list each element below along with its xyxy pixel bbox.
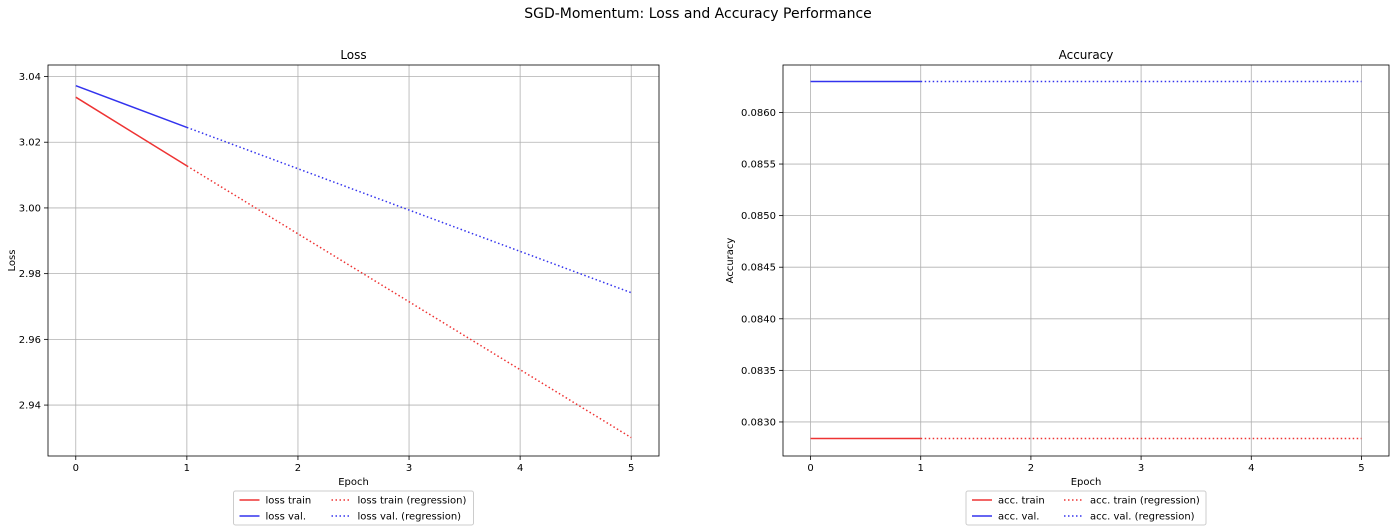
y-tick-label: 3.00: [19, 203, 41, 214]
legend: loss train loss val. loss train (regressio…: [233, 490, 474, 526]
legend-label: acc. val.: [998, 512, 1039, 523]
legend-label: loss train: [266, 496, 312, 507]
axes-frame: [782, 64, 1390, 457]
x-tick-label: 4: [517, 463, 523, 474]
axes-frame: [47, 64, 660, 457]
legend-box: [233, 490, 474, 526]
legend-label: acc. val. (regression): [1090, 512, 1195, 523]
y-axis-label: Accuracy: [725, 238, 736, 284]
x-tick-label: 2: [295, 463, 301, 474]
x-tick-label: 4: [1248, 463, 1254, 474]
y-tick-label: 2.98: [19, 269, 41, 280]
y-tick-label: 0.0860: [741, 108, 776, 119]
y-axis-label: Loss: [7, 250, 18, 272]
x-tick-label: 5: [628, 463, 634, 474]
y-tick-label: 0.0850: [741, 211, 776, 222]
y-tick-label: 0.0840: [741, 314, 776, 325]
x-tick-label: 0: [807, 463, 813, 474]
legend-label: loss val. (regression): [358, 512, 462, 523]
series-line-loss-val: [75, 84, 188, 129]
x-axis-label: Epoch: [338, 477, 369, 488]
x-tick-label: 5: [1358, 463, 1364, 474]
y-tick-label: 3.02: [19, 138, 41, 149]
series-line-loss-train-regression: [186, 165, 632, 439]
y-tick-label: 0.0830: [741, 417, 776, 428]
y-tick-label: 0.0855: [741, 160, 776, 171]
x-tick-label: 3: [1138, 463, 1144, 474]
legend-label: loss train (regression): [358, 496, 467, 507]
x-tick-label: 3: [406, 463, 412, 474]
legend-label: acc. train (regression): [1090, 496, 1200, 507]
y-tick-label: 2.96: [19, 335, 41, 346]
loss-chart: Loss 0 1 2 3 4 5 2.94 2.96 2.98 3.00 3.02 3.04 Epoch L…: [7, 48, 660, 526]
accuracy-chart: Accuracy 0 1 2 3 4 5 0.0830 0.0835 0.0840 0.0845 0.…: [725, 48, 1390, 526]
y-tick-label: 2.94: [19, 401, 41, 412]
x-tick-label: 2: [1028, 463, 1034, 474]
y-tick-label: 0.0835: [741, 366, 776, 377]
legend-label: loss val.: [266, 512, 307, 523]
series-line-loss-val-regression: [186, 126, 632, 294]
x-tick-label: 1: [184, 463, 190, 474]
legend-box: [965, 490, 1207, 526]
x-tick-label: 0: [73, 463, 79, 474]
y-tick-label: 3.04: [19, 72, 41, 83]
x-axis-label: Epoch: [1071, 477, 1102, 488]
legend: acc. train acc. val. acc. train (regressio…: [965, 490, 1207, 526]
chart-title: Loss: [340, 48, 366, 62]
series-line-loss-train: [75, 96, 188, 167]
legend-label: acc. train: [998, 496, 1045, 507]
figure-title: SGD-Momentum: Loss and Accuracy Performa…: [524, 6, 872, 22]
chart-title: Accuracy: [1059, 48, 1114, 62]
x-tick-label: 1: [918, 463, 924, 474]
y-tick-label: 0.0845: [741, 263, 776, 274]
